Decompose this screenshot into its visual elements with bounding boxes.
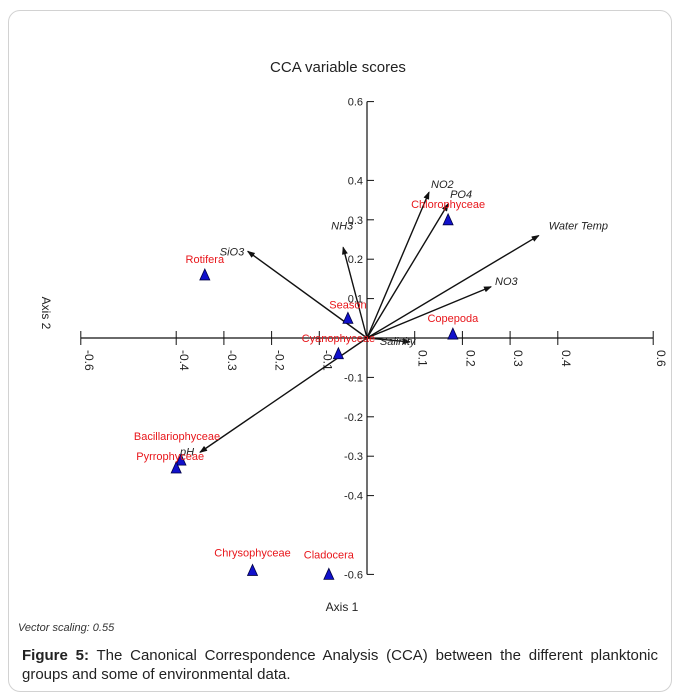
species-label: Bacillariophyceae xyxy=(134,431,220,443)
vector-label: NH3 xyxy=(331,220,354,232)
species-label: Season xyxy=(329,299,366,311)
y-tick-label: -0.1 xyxy=(344,372,363,384)
species-marker xyxy=(342,311,354,324)
x-tick-label: -0.6 xyxy=(82,350,96,371)
y-tick-label: 0.6 xyxy=(348,97,363,109)
x-tick-label: -0.4 xyxy=(177,350,191,371)
vector-label: Salinity xyxy=(380,336,417,348)
y-tick-label: 0.1 xyxy=(348,294,363,306)
vector-arrow xyxy=(366,337,411,345)
species-label: Pyrrophyceae xyxy=(136,451,204,463)
species-label: Chlorophyceae xyxy=(411,199,485,211)
y-tick-label: 0.3 xyxy=(348,215,363,227)
vector-arrow xyxy=(366,234,540,339)
species-label: Chrysophyceae xyxy=(214,547,290,559)
species-points: Rotifera Chlorophyceae Season Copepoda Cyano… xyxy=(134,199,485,580)
y-tick-label: -0.2 xyxy=(344,412,363,424)
x-tick-label: 0.4 xyxy=(559,350,573,367)
caption-text: The Canonical Correspondence Analysis (C… xyxy=(22,647,658,683)
y-tick-label: -0.4 xyxy=(344,491,363,503)
y-axis-label: Axis 2 xyxy=(39,297,53,330)
species-marker xyxy=(175,453,187,466)
cca-chart: CCA variable scores Axis 1 Axis 2 -0.6 -0… xyxy=(39,59,668,614)
species-marker xyxy=(199,267,211,281)
x-tick-label: 0.3 xyxy=(511,350,525,367)
x-tick-label: 0.2 xyxy=(463,350,477,367)
species-label: Rotifera xyxy=(186,254,225,266)
vector-arrow xyxy=(366,203,449,339)
x-tick-label: -0.2 xyxy=(273,350,287,371)
species-marker xyxy=(170,461,182,474)
caption-label: Figure 5: xyxy=(22,647,89,664)
chart-title: CCA variable scores xyxy=(270,59,406,76)
vector-label: NO2 xyxy=(431,179,454,191)
species-marker xyxy=(246,563,259,576)
vector-label: Water Temp xyxy=(549,221,608,233)
x-tick-label: -0.3 xyxy=(225,350,239,371)
species-marker xyxy=(332,346,345,360)
species-label: Cyanophyceae xyxy=(302,333,375,345)
vector-label: pH xyxy=(179,446,194,458)
species-label: Copepoda xyxy=(427,313,479,325)
y-tick-label: 0.4 xyxy=(348,175,363,187)
y-tick-label: -0.3 xyxy=(344,451,363,463)
vector-arrow xyxy=(366,286,492,339)
species-marker xyxy=(323,567,335,580)
x-tick-label: -0.1 xyxy=(320,350,334,371)
x-axis-label: Axis 1 xyxy=(326,600,359,614)
species-marker xyxy=(447,327,459,340)
species-label: Cladocera xyxy=(304,549,355,561)
vector-arrow xyxy=(366,191,430,339)
species-marker xyxy=(442,212,454,226)
x-tick-label: 0.1 xyxy=(416,350,430,367)
vector-label: SiO3 xyxy=(220,246,245,258)
vector-arrow xyxy=(342,246,368,339)
y-tick-label: 0.2 xyxy=(348,254,363,266)
y-tick-label: -0.6 xyxy=(344,569,363,581)
vector-label: PO4 xyxy=(450,189,472,201)
x-tick-label: 0.6 xyxy=(654,350,668,367)
vector-label: NO3 xyxy=(495,276,519,288)
figure-caption: Figure 5: The Canonical Correspondence A… xyxy=(22,646,658,684)
axes: -0.6 -0.4 -0.3 -0.2 -0.1 0.1 0.2 0.3 0.4 0.6 0.6 0.… xyxy=(80,97,668,581)
vector-scaling-note: Vector scaling: 0.55 xyxy=(18,622,115,634)
